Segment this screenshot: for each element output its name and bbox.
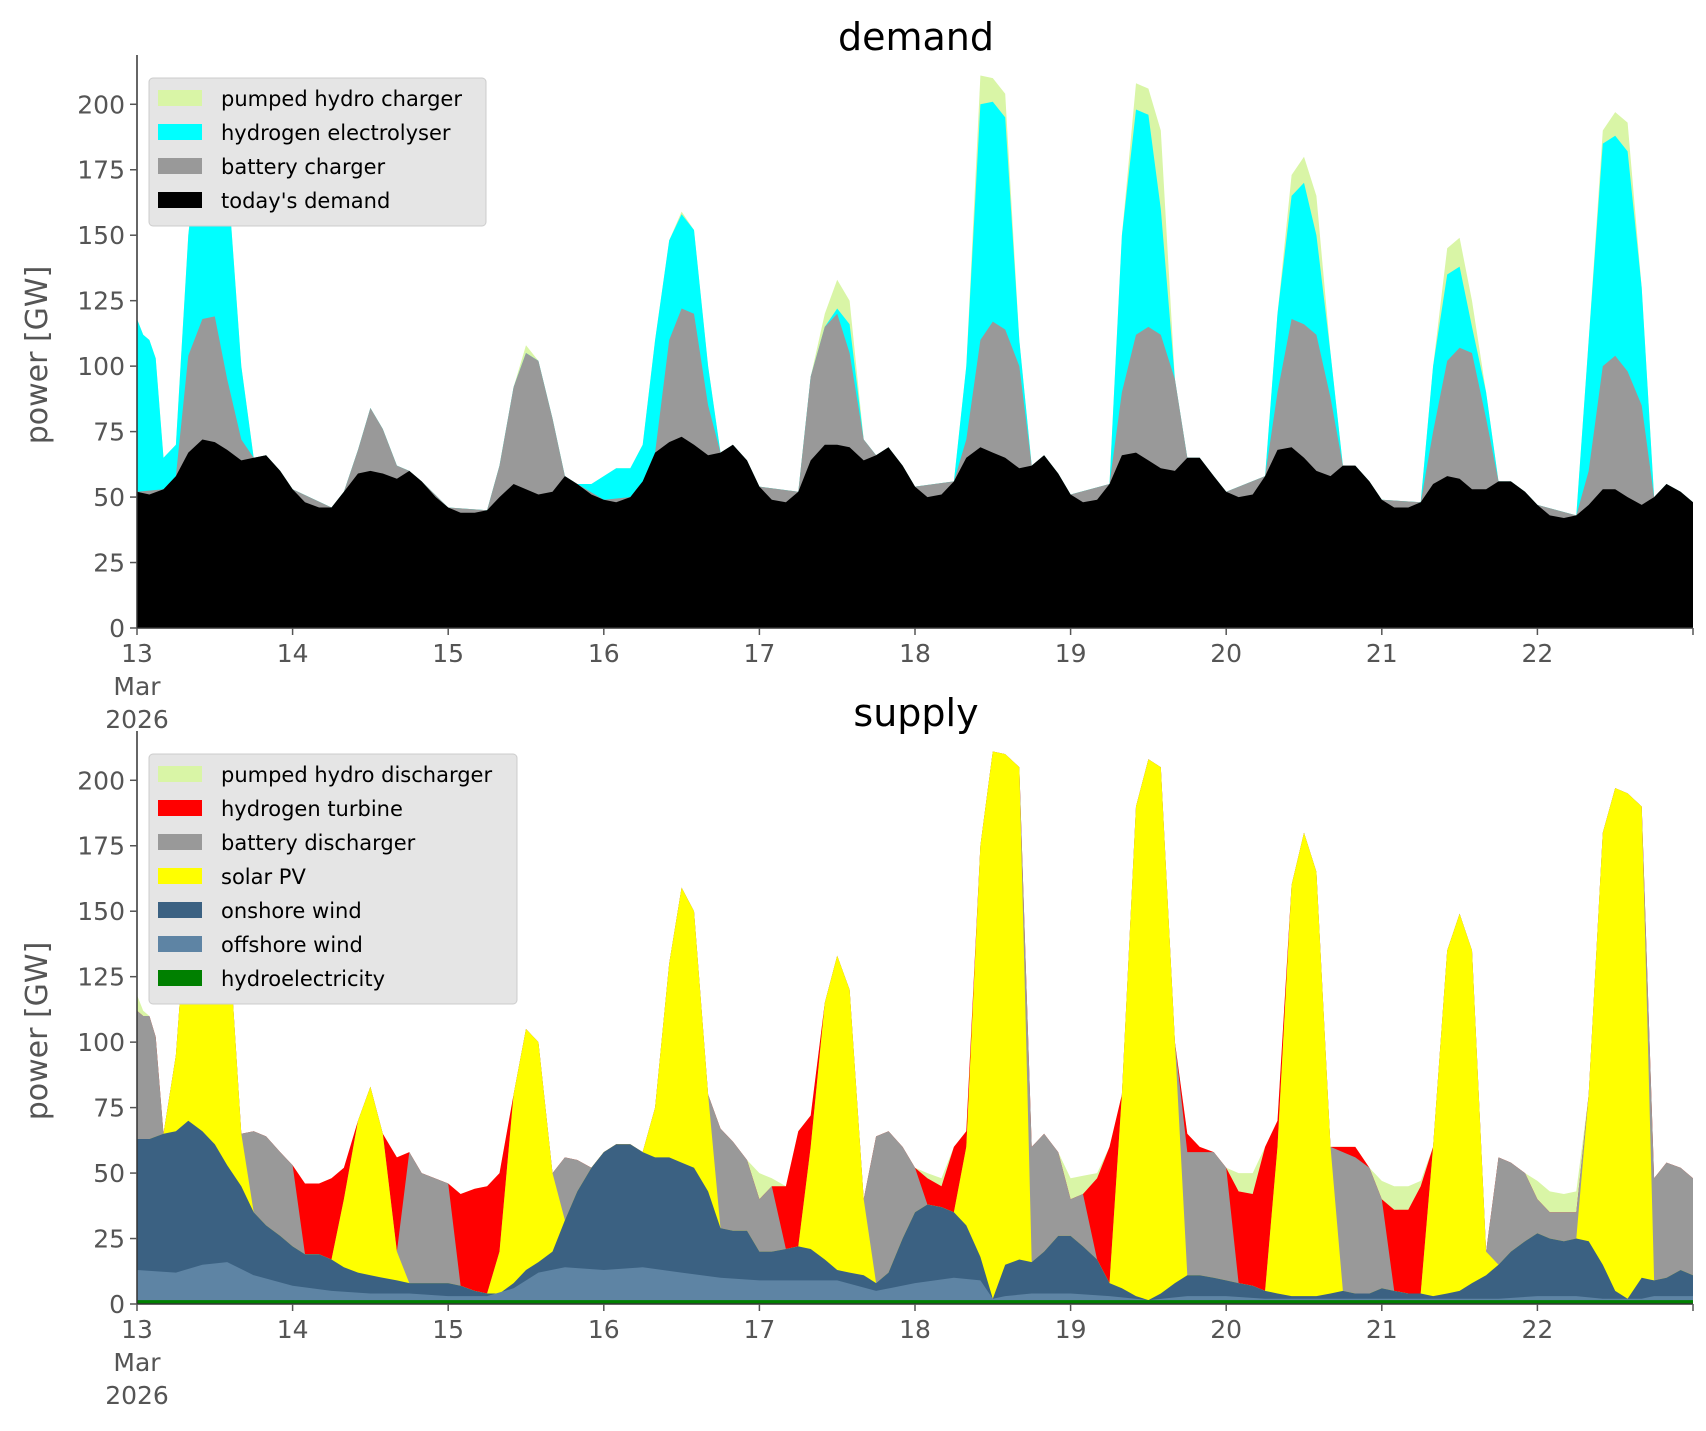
supply-y-tick-label: 100 <box>77 1028 125 1057</box>
demand-legend-swatch <box>158 90 202 106</box>
supply-y-tick-label: 200 <box>77 766 125 795</box>
supply-x-tick-label: 18 <box>899 1315 931 1344</box>
supply-y-tick-label: 0 <box>109 1290 125 1319</box>
supply-legend-swatch <box>158 970 202 986</box>
demand-area-today-s-demand <box>137 436 1693 628</box>
supply-x-tick-label: 15 <box>432 1315 464 1344</box>
demand-legend: pumped hydro charger hydrogen electrolyse… <box>148 77 487 227</box>
demand-legend-swatch <box>158 192 202 208</box>
supply-area-offshore-wind <box>137 1262 1693 1304</box>
demand-legend-box <box>148 77 487 227</box>
supply-legend: pumped hydro discharger hydrogen turbine b… <box>148 753 518 1005</box>
supply-legend-swatch <box>158 902 202 918</box>
demand-legend-swatch <box>158 158 202 174</box>
supply-x-tick-label: 14 <box>277 1315 309 1344</box>
supply-y-axis-label: power [GW] <box>20 942 55 1121</box>
supply-x-tick-label: 17 <box>743 1315 775 1344</box>
supply-y-tick-label: 25 <box>93 1225 125 1254</box>
demand-legend-label: hydrogen electrolyser <box>221 121 451 145</box>
demand-x-tick-label: 13 <box>121 639 153 668</box>
supply-x-tick-label: 20 <box>1210 1315 1242 1344</box>
demand-y-axis-label: power [GW] <box>20 266 55 445</box>
supply-legend-label: hydrogen turbine <box>221 797 403 821</box>
supply-x-tick-sublabel: Mar <box>113 1348 161 1377</box>
demand-x-tick-sublabel: Mar <box>113 672 161 701</box>
supply-legend-swatch <box>158 834 202 850</box>
demand-x-tick-label: 17 <box>743 639 775 668</box>
supply-x-tick-label: 13 <box>121 1315 153 1344</box>
demand-legend-label: today's demand <box>221 189 390 213</box>
supply-legend-label: solar PV <box>221 865 306 889</box>
supply-x-tick-label: 21 <box>1366 1315 1398 1344</box>
demand-x-tick-label: 14 <box>277 639 309 668</box>
demand-chart: demand power [GW] 0 25 50 75 100 125 150 175 200… <box>20 15 1694 734</box>
demand-y-tick-label: 0 <box>109 614 125 643</box>
supply-legend-swatch <box>158 800 202 816</box>
supply-legend-label: battery discharger <box>221 831 416 855</box>
supply-y-tick-label: 175 <box>77 832 125 861</box>
supply-x-tick-sublabel: 2026 <box>105 1381 169 1410</box>
supply-chart-title: supply <box>853 691 978 735</box>
demand-x-tick-label: 15 <box>432 639 464 668</box>
supply-area-hydroelectricity <box>137 1300 1693 1304</box>
supply-areas <box>137 751 1693 1304</box>
supply-area-solar-pv <box>137 751 1693 1304</box>
supply-legend-label: onshore wind <box>221 899 362 923</box>
demand-x-tick-label: 20 <box>1210 639 1242 668</box>
supply-y-tick-label: 75 <box>93 1094 125 1123</box>
demand-x-tick-sublabel: 2026 <box>105 705 169 734</box>
demand-y-tick-label: 75 <box>93 418 125 447</box>
supply-x-tick-label: 19 <box>1055 1315 1087 1344</box>
demand-y-tick-label: 50 <box>93 483 125 512</box>
demand-y-tick-label: 125 <box>77 287 125 316</box>
supply-legend-swatch <box>158 936 202 952</box>
demand-y-tick-label: 150 <box>77 221 125 250</box>
demand-legend-label: battery charger <box>221 155 386 179</box>
supply-x-tick-label: 22 <box>1521 1315 1553 1344</box>
supply-y-tick-label: 50 <box>93 1159 125 1188</box>
demand-y-tick-label: 200 <box>77 90 125 119</box>
demand-chart-title: demand <box>838 15 994 59</box>
supply-area-onshore-wind <box>137 1120 1693 1304</box>
supply-legend-swatch <box>158 868 202 884</box>
supply-y-tick-label: 150 <box>77 897 125 926</box>
demand-x-tick-label: 19 <box>1055 639 1087 668</box>
demand-x-tick-label: 18 <box>899 639 931 668</box>
supply-legend-label: hydroelectricity <box>221 967 385 991</box>
demand-y-tick-label: 25 <box>93 549 125 578</box>
supply-chart: supply power [GW] 0 25 50 75 100 125 150 175 200… <box>20 691 1694 1410</box>
demand-legend-swatch <box>158 124 202 140</box>
demand-y-tick-label: 175 <box>77 156 125 185</box>
supply-y-tick-label: 125 <box>77 963 125 992</box>
demand-legend-label: pumped hydro charger <box>221 87 462 111</box>
demand-areas <box>137 75 1693 628</box>
supply-x-tick-label: 16 <box>588 1315 620 1344</box>
supply-legend-box <box>148 753 518 1005</box>
demand-x-tick-label: 21 <box>1366 639 1398 668</box>
demand-y-tick-label: 100 <box>77 352 125 381</box>
demand-x-tick-label: 22 <box>1521 639 1553 668</box>
supply-legend-label: pumped hydro discharger <box>221 763 492 787</box>
supply-legend-swatch <box>158 766 202 782</box>
supply-legend-label: offshore wind <box>221 933 363 957</box>
demand-x-tick-label: 16 <box>588 639 620 668</box>
